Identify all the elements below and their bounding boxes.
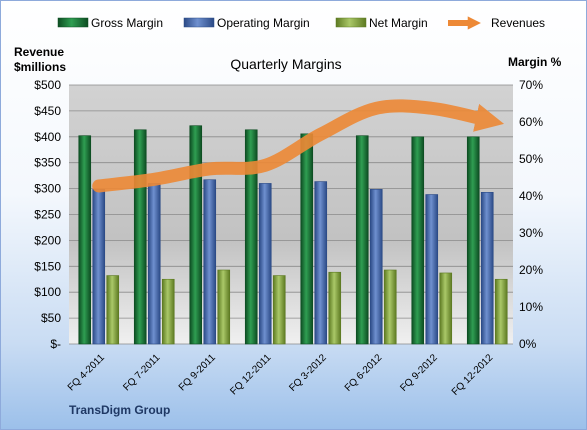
right-tick-label: 30% xyxy=(519,226,543,240)
bar-gross-margin xyxy=(244,129,258,345)
bar-net-margin xyxy=(328,271,342,345)
chart-title: Quarterly Margins xyxy=(230,56,341,72)
legend-item-operating-margin: Operating Margin xyxy=(183,16,310,30)
left-tick-label: $200 xyxy=(34,233,61,247)
bar-net-margin xyxy=(494,278,508,345)
bar-gross-margin xyxy=(78,135,92,345)
legend-label-gross-margin: Gross Margin xyxy=(91,16,163,30)
bar-operating-margin xyxy=(480,192,494,345)
bar-gross-margin xyxy=(466,136,480,345)
right-tick-label: 20% xyxy=(519,263,543,277)
left-tick-label: $150 xyxy=(34,259,61,273)
x-tick-label: FQ 6-2012 xyxy=(343,352,385,394)
left-axis-ticks: $- $50 $100 $150 $200 $250 $300 $350 $400 $450 $50… xyxy=(34,78,61,351)
left-tick-label: $500 xyxy=(34,78,61,92)
legend-item-net-margin: Net Margin xyxy=(335,16,428,30)
bar-gross-margin xyxy=(355,135,369,345)
left-tick-label: $400 xyxy=(34,130,61,144)
left-axis-title-line2: $millions xyxy=(14,60,66,74)
x-tick-label: FQ 12-2011 xyxy=(228,352,273,397)
left-axis-title-line1: Revenue xyxy=(14,45,64,59)
x-tick-label: FQ 9-2012 xyxy=(398,352,440,394)
right-tick-label: 50% xyxy=(519,152,543,166)
legend-swatch-operating-margin xyxy=(183,17,215,28)
bar-operating-margin xyxy=(203,179,217,345)
x-tick-label: FQ 9-2011 xyxy=(177,352,218,393)
bar-gross-margin xyxy=(189,125,203,345)
bar-operating-margin xyxy=(314,181,328,345)
right-axis-ticks: 0% 10% 20% 30% 40% 50% 60% 70% xyxy=(519,78,543,351)
bar-net-margin xyxy=(106,275,120,345)
left-tick-label: $- xyxy=(50,337,61,351)
bar-net-margin xyxy=(383,269,397,345)
right-tick-label: 60% xyxy=(519,115,543,129)
revenue-line-path xyxy=(92,99,505,193)
bar-operating-margin xyxy=(258,183,272,345)
x-tick-label: FQ 7-2011 xyxy=(121,352,162,393)
x-axis-ticks: FQ 4-2011 FQ 7-2011 FQ 9-2011 FQ 12-2011 FQ … xyxy=(66,352,496,398)
left-tick-label: $450 xyxy=(34,104,61,118)
legend-label-revenues: Revenues xyxy=(491,16,545,30)
bar-gross-margin xyxy=(300,133,314,345)
bar-operating-margin xyxy=(425,194,439,345)
legend: Gross Margin Operating Margin Net Margin… xyxy=(57,16,545,30)
legend-swatch-gross-margin xyxy=(57,17,89,28)
left-tick-label: $50 xyxy=(41,311,61,325)
bar-operating-margin xyxy=(147,183,161,345)
right-tick-label: 40% xyxy=(519,189,543,203)
revenue-line xyxy=(92,99,505,193)
legend-label-operating-margin: Operating Margin xyxy=(217,16,310,30)
x-tick-label: FQ 12-2012 xyxy=(450,352,496,398)
bar-net-margin xyxy=(161,278,175,345)
bar-net-margin xyxy=(439,272,453,345)
bar-gross-margin xyxy=(411,136,425,345)
left-tick-label: $300 xyxy=(34,182,61,196)
left-tick-label: $250 xyxy=(34,208,61,222)
source-label: TransDigm Group xyxy=(69,403,170,417)
right-axis-title: Margin % xyxy=(508,55,562,69)
legend-label-net-margin: Net Margin xyxy=(369,16,428,30)
legend-item-revenues: Revenues xyxy=(448,16,545,30)
bar-net-margin xyxy=(272,275,286,345)
left-tick-label: $350 xyxy=(34,156,61,170)
bar-operating-margin xyxy=(92,189,106,345)
x-tick-label: FQ 4-2011 xyxy=(66,352,107,393)
left-tick-label: $100 xyxy=(34,285,61,299)
legend-item-gross-margin: Gross Margin xyxy=(57,16,163,30)
bar-gross-margin xyxy=(133,129,147,345)
bar-operating-margin xyxy=(369,189,383,345)
right-tick-label: 10% xyxy=(519,300,543,314)
right-tick-label: 70% xyxy=(519,78,543,92)
right-tick-label: 0% xyxy=(519,337,537,351)
bar-net-margin xyxy=(217,269,231,345)
x-tick-label: FQ 3-2012 xyxy=(287,352,329,394)
legend-swatch-net-margin xyxy=(335,17,367,28)
